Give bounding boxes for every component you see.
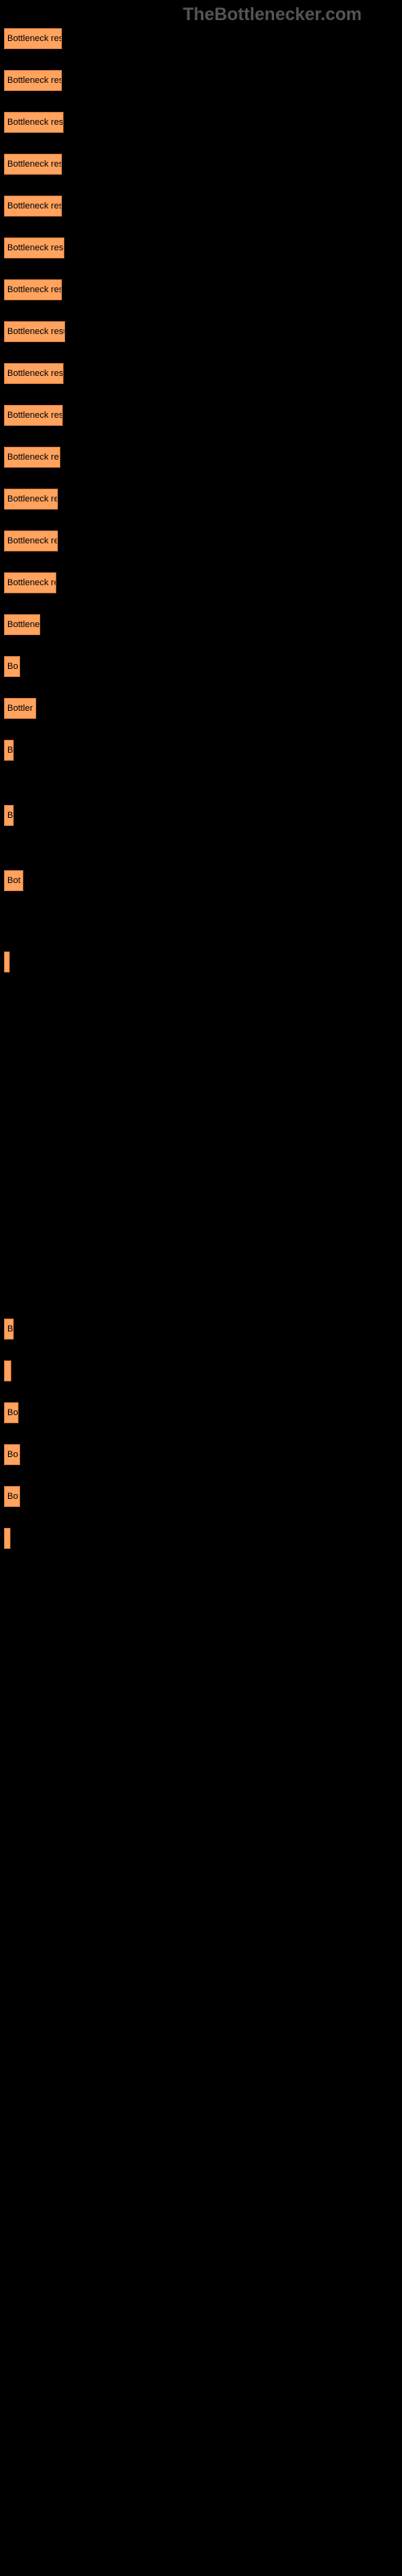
chart-bar: Bottleneck resu <box>4 279 62 300</box>
bar-label: Bottleneck resu <box>7 327 65 336</box>
chart-bar <box>4 1360 11 1381</box>
bar-label: Bottleneck re <box>7 536 58 546</box>
chart-bar: Bottleneck resu <box>4 112 64 133</box>
bar-label: Bo <box>7 662 18 671</box>
chart-bar <box>4 1528 10 1549</box>
bar-row: B <box>4 1319 402 1340</box>
chart-bar: Bottleneck resu <box>4 321 65 342</box>
bar-label: Bottleneck result <box>7 34 62 43</box>
bar-row: Bo <box>4 656 402 677</box>
bar-row: Bot <box>4 870 402 891</box>
bar-row: Bottleneck res <box>4 447 402 468</box>
chart-bar: Bottleneck re <box>4 489 58 510</box>
bar-row: Bo <box>4 1444 402 1465</box>
bar-row: Bottleneck resu <box>4 321 402 342</box>
chart-bar: Bottleneck re <box>4 572 56 593</box>
bar-label: Bottleneck result <box>7 76 62 85</box>
bar-label: Bottlene <box>7 620 39 630</box>
chart-bar: Bot <box>4 870 23 891</box>
bar-label: B <box>7 745 13 755</box>
bar-label: Bo <box>7 1492 18 1501</box>
bar-row: Bottlene <box>4 614 402 635</box>
bar-label: Bo <box>7 1450 18 1459</box>
chart-bar: Bo <box>4 1444 20 1465</box>
bar-label: Bottleneck resu <box>7 118 64 127</box>
bar-row: Bottleneck resu <box>4 196 402 217</box>
chart-bar: B <box>4 805 14 826</box>
bar-row: Bottleneck resu <box>4 237 402 258</box>
bar-label: B <box>7 1324 13 1334</box>
bar-label: Bottler <box>7 704 33 713</box>
bar-row: Bottleneck result <box>4 70 402 91</box>
chart-bar: Bottlene <box>4 614 40 635</box>
bar-row: Bo <box>4 1486 402 1507</box>
bar-label: Bottleneck resu <box>7 243 64 253</box>
bar-row: B <box>4 740 402 761</box>
bar-row: Bo <box>4 1402 402 1423</box>
bar-label: Bottleneck resu <box>7 201 62 211</box>
chart-bar: Bottleneck res <box>4 363 64 384</box>
chart-bar: B <box>4 740 14 761</box>
bar-label: Bottleneck re <box>7 494 58 504</box>
chart-bar: Bo <box>4 1486 20 1507</box>
bar-row: Bottler <box>4 698 402 719</box>
watermark-text: TheBottlenecker.com <box>183 4 362 25</box>
bar-label: Bo <box>7 1408 18 1418</box>
chart-bar: Bottleneck res <box>4 447 60 468</box>
chart-bar: Bo <box>4 1402 18 1423</box>
bar-row: Bottleneck re <box>4 530 402 551</box>
bar-row: Bottleneck res <box>4 405 402 426</box>
bar-row: Bottleneck re <box>4 489 402 510</box>
bar-row: Bottleneck re <box>4 572 402 593</box>
bar-label: Bottleneck res <box>7 369 64 378</box>
bar-row: Bottleneck resu <box>4 154 402 175</box>
bar-row: Bottleneck result <box>4 28 402 49</box>
chart-bar: Bottleneck resu <box>4 196 62 217</box>
bar-label: Bottleneck resu <box>7 159 62 169</box>
chart-bar: Bottleneck res <box>4 405 63 426</box>
chart-bar <box>4 952 10 972</box>
chart-bar: Bottleneck re <box>4 530 58 551</box>
chart-bar: Bottleneck resu <box>4 237 64 258</box>
bar-row: B <box>4 805 402 826</box>
bar-label: B <box>7 811 13 820</box>
chart-bar: Bottler <box>4 698 36 719</box>
bar-row <box>4 1360 402 1381</box>
bar-label: Bot <box>7 876 21 886</box>
bar-label: Bottleneck res <box>7 411 63 420</box>
bar-row: Bottleneck res <box>4 363 402 384</box>
bar-label: Bottleneck resu <box>7 285 62 295</box>
bar-row <box>4 1528 402 1549</box>
chart-bar: B <box>4 1319 14 1340</box>
bar-label: Bottleneck res <box>7 452 60 462</box>
chart-container: Bottleneck result Bottleneck result Bottle… <box>0 0 402 1549</box>
chart-bar: Bottleneck resu <box>4 154 62 175</box>
bar-label: Bottleneck re <box>7 578 56 588</box>
bar-row: Bottleneck resu <box>4 279 402 300</box>
chart-bar: Bottleneck result <box>4 28 62 49</box>
bar-row: Bottleneck resu <box>4 112 402 133</box>
chart-bar: Bottleneck result <box>4 70 62 91</box>
chart-bar: Bo <box>4 656 20 677</box>
bar-row <box>4 952 402 972</box>
